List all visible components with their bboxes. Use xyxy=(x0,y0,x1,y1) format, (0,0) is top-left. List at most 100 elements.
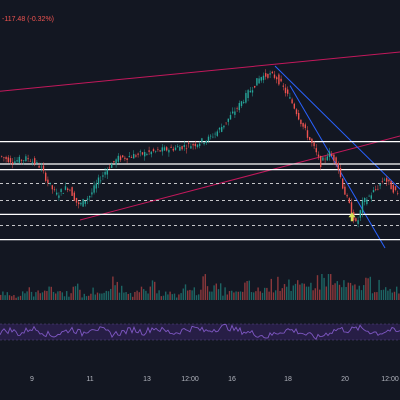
candle-144 xyxy=(315,148,317,153)
candle-149 xyxy=(326,156,328,161)
volume-bar-54 xyxy=(116,281,118,300)
volume-bar-75 xyxy=(162,295,165,300)
volume-bar-113 xyxy=(246,281,248,300)
volume-bar-41 xyxy=(88,295,90,300)
volume-bar-177 xyxy=(387,290,389,300)
volume-bar-96 xyxy=(209,291,211,300)
volume-bar-128 xyxy=(279,290,281,300)
candle-59 xyxy=(128,156,130,158)
candle-23 xyxy=(49,182,51,184)
volume-bar-49 xyxy=(105,290,107,300)
candle-52 xyxy=(113,161,115,163)
volume-bar-97 xyxy=(211,291,213,300)
candle-44 xyxy=(95,183,97,189)
volume-bar-40 xyxy=(85,296,88,300)
volume-bar-166 xyxy=(363,285,365,300)
volume-bar-80 xyxy=(173,293,176,300)
candle-147 xyxy=(322,157,324,161)
candle-102 xyxy=(223,125,225,128)
rsi-band xyxy=(0,324,400,340)
candle-29 xyxy=(62,193,64,194)
candle-140 xyxy=(306,130,309,138)
volume-bar-60 xyxy=(129,293,132,300)
candle-93 xyxy=(203,142,205,145)
volume-bar-51 xyxy=(110,288,112,300)
volume-bar-17 xyxy=(35,292,37,300)
trendline-1 xyxy=(0,51,400,92)
candle-132 xyxy=(289,97,291,99)
volume-bar-25 xyxy=(52,291,55,300)
candle-35 xyxy=(75,197,78,203)
volume-bar-150 xyxy=(327,274,330,300)
volume-bar-81 xyxy=(176,297,178,300)
volume-bar-61 xyxy=(132,296,134,300)
candle-43 xyxy=(93,185,95,193)
candle-90 xyxy=(196,144,199,147)
candle-133 xyxy=(291,99,293,104)
volume-bar-162 xyxy=(354,284,356,300)
candle-115 xyxy=(251,90,254,93)
trendline-3 xyxy=(274,65,400,190)
candle-80 xyxy=(174,147,177,150)
candlestick-pane[interactable] xyxy=(0,51,400,249)
volume-bar-157 xyxy=(343,280,345,300)
volume-bar-167 xyxy=(365,277,367,300)
candle-96 xyxy=(210,135,212,137)
volume-bar-115 xyxy=(250,292,253,300)
volume-bar-10 xyxy=(19,295,22,300)
candle-16 xyxy=(34,158,36,164)
volume-bar-21 xyxy=(44,290,46,300)
volume-bar-28 xyxy=(59,290,61,300)
candle-110 xyxy=(240,101,243,107)
volume-bar-168 xyxy=(367,278,369,300)
volume-bar-35 xyxy=(74,286,77,300)
volume-bar-57 xyxy=(123,292,125,300)
volume-bar-120 xyxy=(261,292,264,300)
volume-bar-119 xyxy=(259,291,261,300)
volume-bar-139 xyxy=(303,283,305,300)
candle-100 xyxy=(218,127,221,130)
volume-bar-141 xyxy=(308,286,310,300)
volume-bar-59 xyxy=(127,293,129,300)
volume-bar-33 xyxy=(70,293,72,300)
candle-6 xyxy=(12,162,14,164)
volume-bar-1 xyxy=(0,294,2,300)
candle-12 xyxy=(25,156,27,162)
candle-37 xyxy=(80,202,82,205)
candle-57 xyxy=(124,157,126,159)
candle-162 xyxy=(355,218,357,222)
candle-4 xyxy=(7,157,9,163)
volume-bar-127 xyxy=(277,276,279,300)
candle-137 xyxy=(300,119,302,125)
volume-bar-84 xyxy=(182,288,184,300)
candle-174 xyxy=(381,181,383,182)
volume-bar-39 xyxy=(83,293,85,300)
candle-165 xyxy=(361,200,364,213)
volume-bar-94 xyxy=(204,274,206,300)
candle-49 xyxy=(106,169,108,175)
candle-116 xyxy=(254,85,256,88)
candle-15 xyxy=(31,161,34,163)
candle-69 xyxy=(150,151,152,155)
candle-50 xyxy=(108,167,111,169)
candle-159 xyxy=(348,198,350,203)
volume-bar-55 xyxy=(118,292,121,300)
candle-178 xyxy=(390,180,392,190)
candle-122 xyxy=(267,74,269,78)
volume-bar-134 xyxy=(292,285,294,300)
volume-bar-6 xyxy=(11,296,13,300)
candle-70 xyxy=(152,149,155,152)
volume-bar-67 xyxy=(145,290,147,300)
candle-5 xyxy=(9,158,12,163)
candle-105 xyxy=(229,115,232,120)
candle-3 xyxy=(5,157,7,160)
volume-bar-50 xyxy=(107,291,110,300)
candle-143 xyxy=(313,142,315,147)
candle-170 xyxy=(372,190,375,193)
volume-bar-154 xyxy=(336,281,338,300)
volume-bar-13 xyxy=(26,291,28,300)
candle-18 xyxy=(38,165,40,168)
candle-139 xyxy=(304,124,306,129)
volume-bar-85 xyxy=(184,284,187,300)
